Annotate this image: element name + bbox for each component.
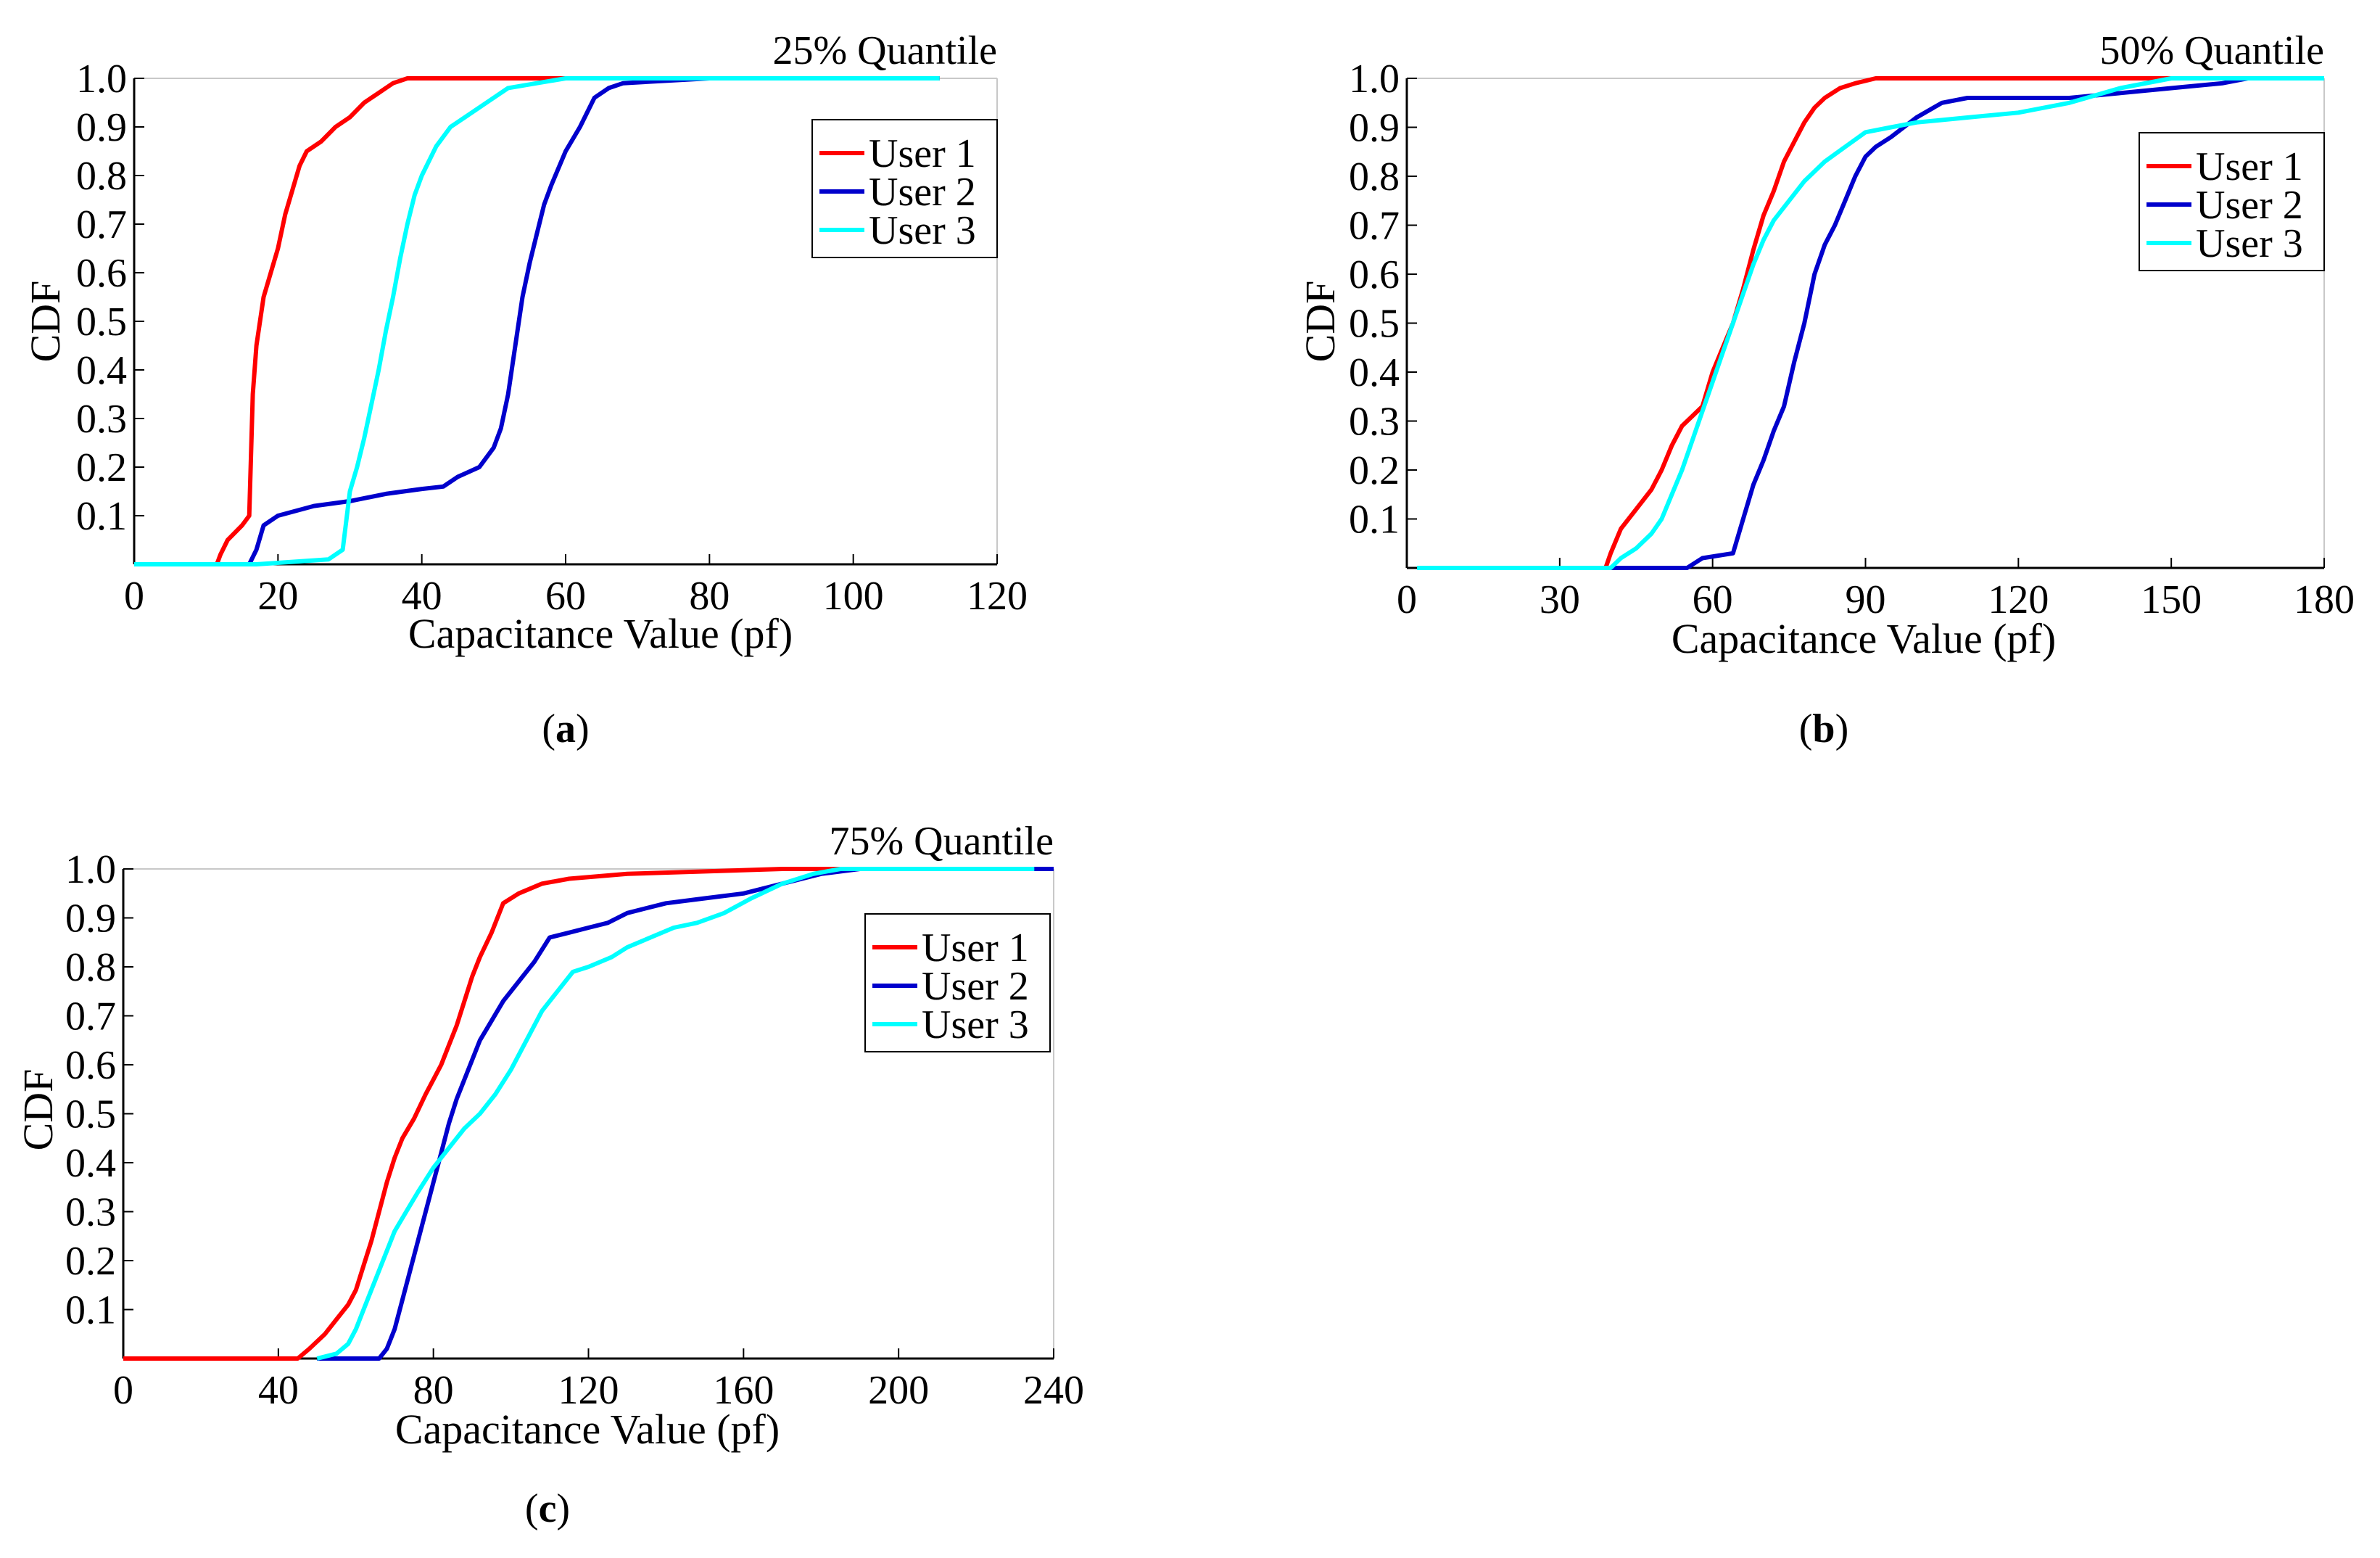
- x-axis-title: Capacitance Value (pf): [395, 1406, 780, 1453]
- chart-title: 25% Quantile: [773, 28, 997, 73]
- legend-label: User 3: [2196, 221, 2303, 266]
- y-tick-label: 0.6: [65, 1043, 116, 1088]
- chart-a: 0 20 40 60 80 100 120 0.10.20.30.40.50.60.70.80…: [22, 28, 1028, 751]
- legend-box: [864, 913, 1051, 1052]
- chart-c: 0 40 80 120 160 200 2400.10.20.30.40.50.60.70.…: [15, 819, 1084, 1531]
- y-tick-label: 0.2: [76, 445, 127, 490]
- x-tick-label: 20: [257, 574, 298, 619]
- x-tick-label: 60: [1693, 577, 1733, 622]
- caption-open-paren: (: [542, 706, 555, 751]
- y-tick-label: 0.8: [76, 154, 127, 199]
- x-tick-label: 120: [967, 574, 1028, 619]
- y-tick-label: 0.2: [65, 1239, 116, 1284]
- x-tick-label: 150: [2141, 577, 2202, 622]
- series-line-user-1: [123, 867, 1035, 1361]
- x-tick-label: 100: [823, 574, 884, 619]
- x-axis-title: Capacitance Value (pf): [1672, 615, 2056, 662]
- x-tick-label: 40: [258, 1368, 299, 1413]
- y-tick-label: 0.3: [1349, 400, 1400, 445]
- x-tick-label: 180: [2294, 577, 2355, 622]
- y-tick-label: 0.7: [1349, 204, 1400, 249]
- y-tick-label: 0.4: [76, 348, 127, 393]
- x-tick-label: 40: [402, 574, 442, 619]
- y-tick-label: 0.6: [1349, 252, 1400, 297]
- y-tick-label: 0.8: [65, 945, 116, 990]
- caption-letter: b: [1812, 706, 1835, 751]
- y-axis-title: CDF: [1297, 281, 1344, 363]
- chart-panel-a: 0 20 40 60 80 100 120 0.1 0.2 0.3 0.4 0.5 0.6 0.7 0.8 0…: [0, 0, 1160, 769]
- x-axis-title: Capacitance Value (pf): [408, 610, 793, 657]
- y-tick-label: 0.6: [76, 251, 127, 296]
- y-axis-title: CDF: [15, 1069, 62, 1151]
- caption-close-paren: ): [556, 1486, 570, 1531]
- series-line-user-3: [1417, 76, 2324, 570]
- caption-close-paren: ): [1835, 706, 1849, 751]
- caption-letter: a: [555, 706, 576, 751]
- y-tick-label: 0.3: [76, 397, 127, 442]
- x-tick-label: 80: [413, 1368, 454, 1413]
- x-tick-label: 60: [545, 574, 586, 619]
- legend-label: User 3: [869, 208, 976, 253]
- y-tick-label: 0.5: [76, 300, 127, 345]
- chart-panel-b: 0 30 60 90 120 150 180 0.1 0.2 0.3 0.4 0.5 0.6 0.7 0.8…: [1189, 0, 2379, 769]
- x-tick-label: 200: [868, 1368, 929, 1413]
- y-tick-label: 0.1: [1349, 498, 1400, 543]
- chart-b: 0 30 60 90 120 150 180 0.1 0.20.3 0.40.5 0.60.7 0.8…: [1297, 28, 2355, 751]
- x-tick-label: 120: [558, 1368, 619, 1413]
- y-tick-label: 0.9: [65, 897, 116, 941]
- legend-label: User 3: [922, 1002, 1029, 1047]
- series-line-user-1: [134, 76, 940, 566]
- legend-label: User 1: [869, 131, 976, 176]
- series-line-user-3: [134, 76, 940, 566]
- panel-caption: (a): [542, 706, 589, 751]
- y-tick-label: 0.4: [65, 1141, 116, 1186]
- chart-panel-c: 0 40 80 120 160 200 240 0.1 0.2 0.3 0.4 0.5 0.6 0.7 0.…: [0, 783, 1160, 1554]
- chart-title: 50% Quantile: [2100, 28, 2324, 73]
- legend-label: User 1: [2196, 144, 2303, 189]
- y-tick-label: 0.3: [65, 1190, 116, 1235]
- y-tick-label: 0.7: [76, 202, 127, 247]
- x-tick-label: 160: [713, 1368, 774, 1413]
- series-line-user-2: [317, 867, 1054, 1361]
- y-tick-label: 0.1: [76, 494, 127, 539]
- y-tick-label: 0.5: [1349, 302, 1400, 347]
- y-tick-label: 1.0: [1349, 57, 1400, 102]
- series-line-user-3: [316, 867, 1035, 1361]
- caption-close-paren: ): [576, 706, 590, 751]
- x-tick-label: 120: [1988, 577, 2049, 622]
- panel-caption: (c): [525, 1486, 570, 1531]
- legend-label: User 1: [922, 926, 1029, 970]
- caption-letter: c: [539, 1486, 557, 1531]
- panel-caption: (b): [1799, 706, 1848, 751]
- y-axis-title: CDF: [22, 281, 69, 363]
- caption-open-paren: (: [1799, 706, 1813, 751]
- legend-label: User 2: [922, 964, 1029, 1009]
- x-tick-label: 0: [113, 1368, 133, 1413]
- y-tick-label: 1.0: [76, 57, 127, 102]
- y-tick-label: 0.1: [65, 1288, 116, 1333]
- y-tick-label: 0.4: [1349, 350, 1400, 395]
- x-tick-label: 240: [1023, 1368, 1084, 1413]
- y-tick-label: 0.9: [1349, 106, 1400, 151]
- x-tick-label: 90: [1846, 577, 1886, 622]
- y-tick-label: 1.0: [65, 847, 116, 892]
- chart-title: 75% Quantile: [830, 819, 1054, 864]
- x-tick-label: 80: [689, 574, 730, 619]
- y-tick-label: 0.5: [65, 1092, 116, 1137]
- x-tick-label: 30: [1540, 577, 1580, 622]
- legend-box: [811, 119, 998, 258]
- y-tick-label: 0.8: [1349, 154, 1400, 199]
- y-tick-label: 0.9: [76, 105, 127, 150]
- legend-label: User 2: [869, 170, 976, 215]
- series-line-user-2: [134, 76, 940, 566]
- x-tick-label: 0: [1397, 577, 1417, 622]
- y-tick-label: 0.7: [65, 994, 116, 1039]
- legend-label: User 2: [2196, 183, 2303, 228]
- y-tick-label: 0.2: [1349, 448, 1400, 493]
- caption-open-paren: (: [525, 1486, 539, 1531]
- x-tick-label: 0: [124, 574, 144, 619]
- legend-box: [2139, 132, 2325, 271]
